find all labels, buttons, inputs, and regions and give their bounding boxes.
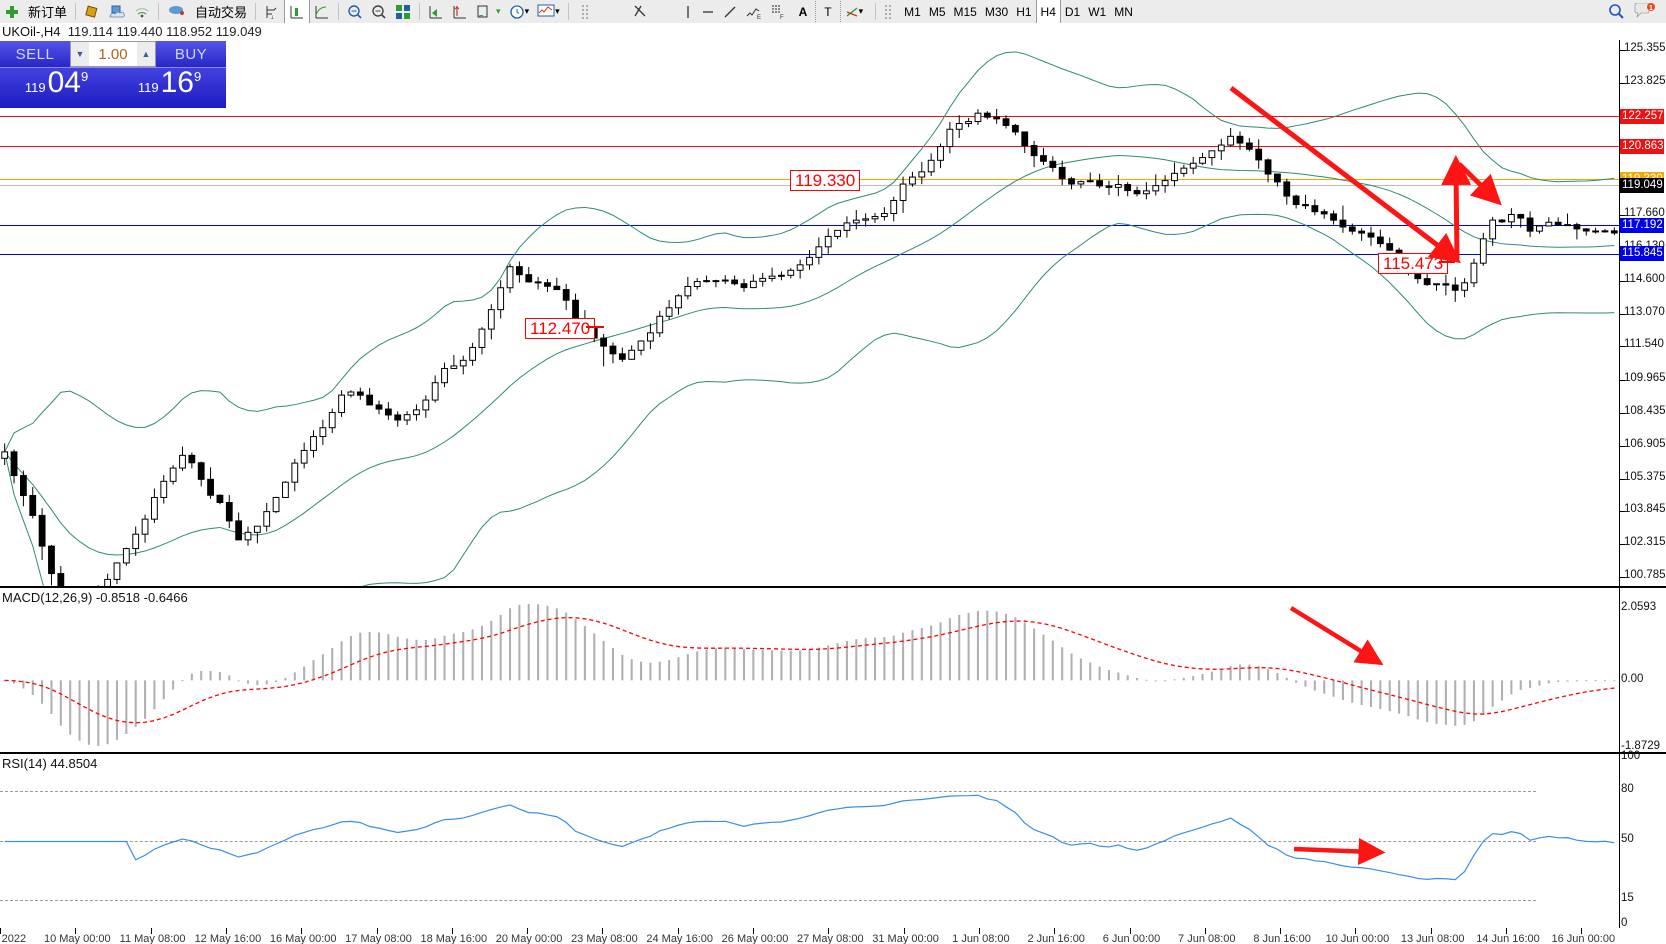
svg-text:⊥: ⊥ [270, 15, 274, 20]
svg-text:F: F [780, 15, 784, 20]
svg-text:1: 1 [1649, 5, 1653, 12]
svg-text:E: E [757, 15, 761, 20]
